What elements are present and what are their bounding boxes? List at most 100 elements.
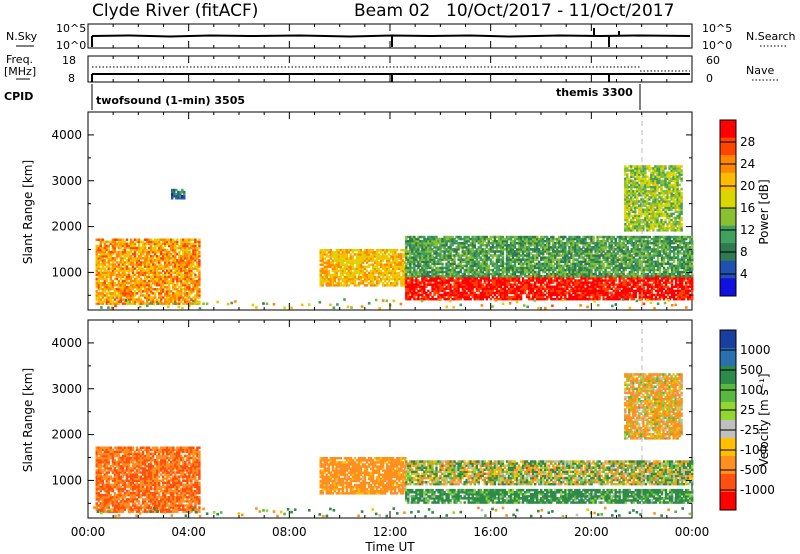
echo-cell (131, 292, 135, 295)
echo-cell (119, 267, 123, 270)
echo-cell (570, 248, 573, 251)
echo-cell (483, 237, 486, 241)
echo-cell (594, 285, 597, 288)
echo-cell (546, 262, 549, 266)
echo-cell (574, 250, 577, 253)
echo-cell (558, 260, 561, 263)
echo-cell (196, 265, 199, 268)
echo-cell (562, 293, 565, 297)
echo-cell (680, 275, 684, 278)
echo-cell (519, 235, 523, 239)
echo-cell (139, 283, 143, 287)
echo-cell (156, 281, 159, 285)
echo-cell (562, 241, 565, 245)
echo-cell (103, 277, 106, 281)
echo-cell (521, 246, 525, 249)
echo-cell (388, 259, 391, 262)
echo-cell (670, 291, 674, 295)
echo-cell (465, 239, 468, 243)
echo-cell (190, 261, 193, 264)
echo-cell (421, 287, 424, 290)
echo-cell (503, 239, 507, 243)
echo-cell (166, 242, 169, 246)
echo-cell (487, 270, 490, 274)
echo-cell (168, 267, 171, 270)
echo-cell (145, 294, 149, 297)
echo-cell (123, 261, 127, 264)
echo-cell (113, 250, 117, 254)
echo-cell (642, 279, 646, 282)
echo-cell (405, 279, 408, 282)
echo-cell (477, 297, 480, 301)
echo-cell (433, 268, 436, 272)
echo-cell (407, 258, 410, 261)
echo-cell (499, 291, 503, 295)
echo-cell (457, 277, 460, 280)
echo-cell (527, 283, 531, 286)
echo-cell (556, 279, 559, 282)
echo-cell (323, 269, 326, 273)
echo-cell (624, 287, 627, 290)
echo-cell (680, 283, 684, 286)
echo-cell (97, 261, 100, 264)
echo-cell (176, 296, 179, 299)
echo-cell (321, 267, 324, 271)
echo-cell (564, 246, 567, 249)
echo-cell (339, 282, 343, 285)
echo-cell (141, 248, 145, 252)
echo-cell (435, 268, 438, 272)
echo-cell (425, 258, 428, 261)
echo-cell (630, 297, 633, 301)
echo-cell (325, 255, 328, 258)
echo-cell (415, 293, 418, 297)
echo-cell (99, 267, 102, 270)
echo-cell (483, 277, 486, 280)
echo-cell (182, 288, 185, 291)
echo-cell (180, 285, 183, 289)
echo-cell (604, 291, 607, 295)
echo-cell (435, 252, 438, 255)
echo-cell (417, 246, 420, 249)
cpid-program-1: twofsound (1-min) 3505 (96, 94, 245, 107)
echo-cell (415, 268, 418, 272)
echo-cell (574, 264, 577, 268)
echo-cell (109, 279, 112, 283)
echo-cell (662, 291, 666, 295)
echo-cell (632, 285, 635, 288)
echo-cell (529, 297, 533, 301)
echo-cell (505, 274, 509, 278)
echo-cell (407, 235, 410, 239)
echo-cell (174, 271, 177, 274)
echo-cell (180, 259, 183, 262)
echo-cell (505, 244, 509, 247)
echo-cell (363, 259, 367, 262)
echo-cell (538, 287, 541, 290)
echo-cell (499, 295, 503, 299)
echo-cell (527, 235, 531, 239)
echo-cell (351, 259, 355, 262)
echo-cell (445, 241, 448, 245)
echo-cell (576, 291, 579, 295)
echo-cell (156, 261, 159, 264)
echo-cell (170, 248, 173, 252)
echo-cell (626, 277, 629, 280)
echo-cell (384, 280, 387, 283)
echo-cell (419, 287, 422, 290)
echo-cell (550, 235, 553, 239)
echo-cell (192, 296, 195, 299)
echo-cell (507, 237, 511, 241)
echo-cell (548, 287, 551, 290)
echo-cell (656, 279, 660, 282)
echo-cell (608, 285, 611, 288)
echo-cell (180, 283, 183, 287)
echo-cell (479, 246, 482, 249)
echo-cell (423, 237, 426, 241)
echo-cell (375, 255, 379, 258)
echo-cell (117, 269, 121, 272)
echo-cell (455, 274, 458, 278)
echo-cell (449, 258, 452, 261)
echo-cell (359, 257, 363, 260)
echo-cell (479, 268, 482, 272)
echo-cell (534, 274, 537, 278)
echo-cell (451, 248, 454, 251)
